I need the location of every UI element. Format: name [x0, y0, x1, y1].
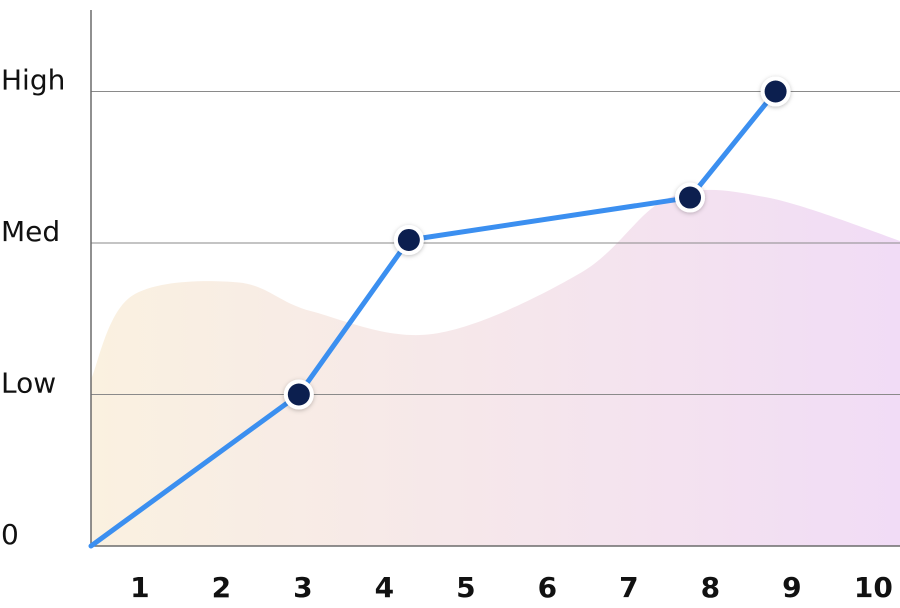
x-tick-label: 8 [701, 571, 720, 604]
y-tick-label-low: Low [1, 367, 56, 400]
x-tick-label: 9 [782, 571, 801, 604]
data-point-marker[interactable] [760, 76, 791, 107]
x-tick-label: 1 [130, 571, 149, 604]
x-tick-label: 7 [619, 571, 638, 604]
x-tick-label: 5 [456, 571, 475, 604]
x-tick-label: 6 [538, 571, 557, 604]
y-tick-label-high: High [1, 64, 65, 97]
data-point-marker[interactable] [393, 224, 424, 255]
x-tick-label: 3 [293, 571, 312, 604]
x-tick-label: 2 [212, 571, 231, 604]
data-point-marker[interactable] [675, 182, 706, 213]
x-tick-label: 10 [854, 571, 893, 604]
x-tick-label: 4 [375, 571, 394, 604]
y-tick-label-med: Med [1, 215, 60, 248]
background-area [91, 189, 900, 546]
data-point-marker[interactable] [283, 379, 314, 410]
y-tick-label-0: 0 [1, 518, 19, 551]
